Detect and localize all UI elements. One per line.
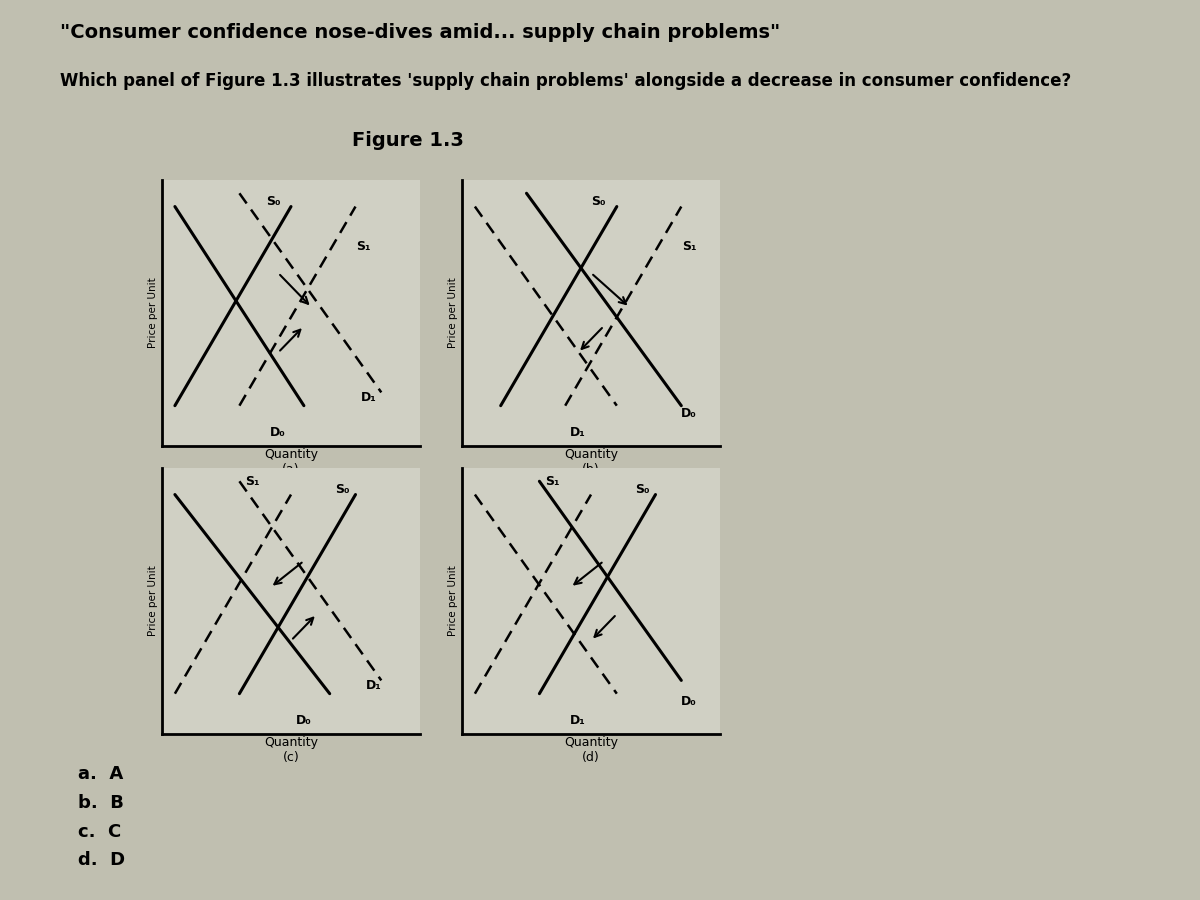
Y-axis label: Price per Unit: Price per Unit: [148, 565, 158, 636]
Y-axis label: Price per Unit: Price per Unit: [448, 565, 458, 636]
X-axis label: Quantity
(d): Quantity (d): [564, 736, 618, 764]
Text: D₁: D₁: [366, 680, 382, 692]
X-axis label: Quantity
(a): Quantity (a): [264, 448, 318, 476]
Text: D₁: D₁: [570, 714, 586, 726]
Text: S₀: S₀: [635, 482, 650, 496]
Text: a.  A: a. A: [78, 765, 124, 783]
Text: D₀: D₀: [682, 695, 697, 708]
Text: D₁: D₁: [570, 426, 586, 438]
Text: S₁: S₁: [682, 240, 696, 253]
Text: D₀: D₀: [682, 407, 697, 420]
Text: S₁: S₁: [245, 475, 259, 488]
Text: c.  C: c. C: [78, 823, 121, 841]
X-axis label: Quantity
(c): Quantity (c): [264, 736, 318, 764]
Text: S₁: S₁: [545, 475, 559, 488]
Text: D₀: D₀: [296, 714, 312, 726]
Y-axis label: Price per Unit: Price per Unit: [448, 277, 458, 348]
Text: b.  B: b. B: [78, 794, 124, 812]
Y-axis label: Price per Unit: Price per Unit: [148, 277, 158, 348]
Text: S₀: S₀: [592, 194, 606, 208]
Text: d.  D: d. D: [78, 851, 125, 869]
Text: D₀: D₀: [270, 426, 286, 438]
Text: "Consumer confidence nose-dives amid... supply chain problems": "Consumer confidence nose-dives amid... …: [60, 22, 780, 41]
Text: D₁: D₁: [360, 392, 377, 404]
Text: S₀: S₀: [335, 482, 350, 496]
Text: S₁: S₁: [356, 240, 371, 253]
Text: S₀: S₀: [265, 194, 280, 208]
Text: Figure 1.3: Figure 1.3: [352, 130, 464, 149]
Text: Which panel of Figure 1.3 illustrates 'supply chain problems' alongside a decrea: Which panel of Figure 1.3 illustrates 's…: [60, 72, 1072, 90]
X-axis label: Quantity
(b): Quantity (b): [564, 448, 618, 476]
